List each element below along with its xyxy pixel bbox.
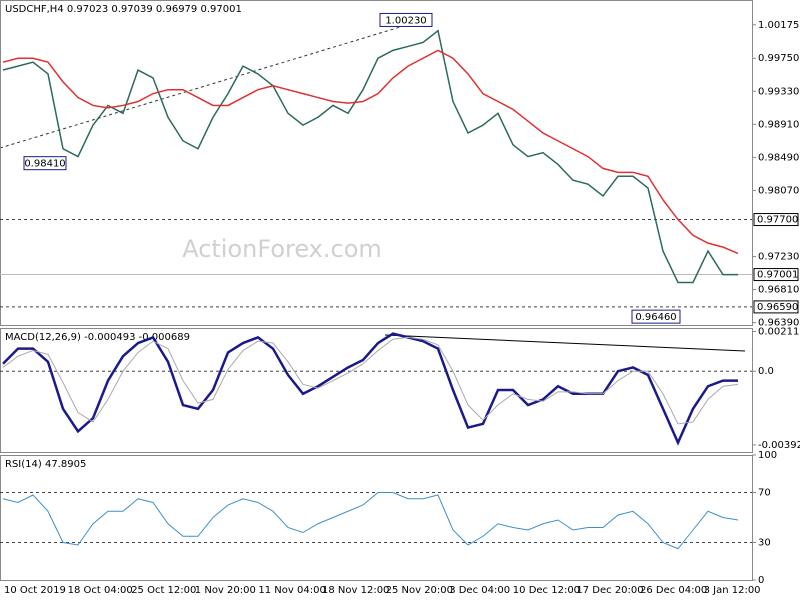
series-line bbox=[2, 332, 738, 446]
series-line bbox=[2, 49, 739, 255]
y-tick-label: -0.003922 bbox=[758, 440, 800, 451]
y-tick-label: 0.97230 bbox=[758, 252, 799, 263]
series-line bbox=[2, 29, 738, 284]
panel-border bbox=[0, 328, 753, 453]
panel-border bbox=[0, 0, 753, 326]
annotation-label: 0.96460 bbox=[635, 312, 676, 323]
y-tick-label: 0.0 bbox=[758, 366, 774, 377]
x-tick-label: 25 Nov 20:00 bbox=[386, 585, 453, 596]
x-tick-label: 10 Oct 2019 bbox=[4, 585, 66, 596]
y-tick-label: 1.00175 bbox=[758, 20, 799, 31]
price-trendline bbox=[0, 17, 431, 149]
level-label-box bbox=[753, 213, 799, 227]
x-tick-label: 25 Oct 12:00 bbox=[131, 585, 196, 596]
x-tick-label: 3 Dec 04:00 bbox=[449, 585, 510, 596]
level-label-box bbox=[753, 300, 799, 314]
level-label: 0.97001 bbox=[757, 270, 798, 281]
level-label: 0.97700 bbox=[757, 215, 798, 226]
panel-border bbox=[0, 455, 753, 581]
x-tick-label: 3 Jan 12:00 bbox=[704, 585, 761, 596]
y-tick-label: 70 bbox=[758, 488, 771, 499]
annotation-label: 0.98410 bbox=[24, 159, 65, 170]
y-tick-label: 0.96390 bbox=[758, 318, 799, 329]
level-label: 0.96590 bbox=[757, 302, 798, 313]
panel-title: MACD(12,26,9) -0.000493 -0.000689 bbox=[5, 332, 190, 343]
y-tick-label: 0.98910 bbox=[758, 119, 799, 130]
y-tick-label: 30 bbox=[758, 538, 771, 549]
x-tick-label: 1 Nov 20:00 bbox=[195, 585, 256, 596]
x-tick-label: 10 Dec 12:00 bbox=[513, 585, 580, 596]
x-tick-label: 17 Dec 20:00 bbox=[576, 585, 643, 596]
y-tick-label: 0.002113 bbox=[758, 327, 800, 338]
annotation-label: 1.00230 bbox=[385, 15, 426, 26]
y-tick-label: 0.98490 bbox=[758, 152, 799, 163]
series-line bbox=[2, 336, 739, 425]
x-tick-label: 18 Nov 12:00 bbox=[322, 585, 389, 596]
y-tick-label: 0 bbox=[758, 575, 764, 586]
watermark: ActionForex.com bbox=[182, 235, 382, 263]
panel-title: USDCHF,H4 0.97023 0.97039 0.96979 0.9700… bbox=[5, 4, 242, 15]
panel-title: RSI(14) 47.8905 bbox=[5, 459, 86, 470]
y-tick-label: 0.99330 bbox=[758, 86, 799, 97]
series-line bbox=[2, 492, 739, 550]
x-tick-label: 11 Nov 04:00 bbox=[258, 585, 325, 596]
annotation-box bbox=[379, 12, 433, 27]
y-tick-label: 0.96810 bbox=[758, 285, 799, 296]
y-tick-label: 0.98070 bbox=[758, 185, 799, 196]
y-tick-label: 0.99750 bbox=[758, 53, 799, 64]
x-tick-label: 18 Oct 04:00 bbox=[68, 585, 133, 596]
x-tick-label: 26 Dec 04:00 bbox=[640, 585, 707, 596]
macd-trendline bbox=[384, 334, 746, 352]
annotation-box bbox=[631, 309, 681, 324]
level-label-box bbox=[753, 268, 799, 282]
annotation-box bbox=[23, 156, 67, 171]
y-tick-label: 100 bbox=[758, 450, 777, 461]
